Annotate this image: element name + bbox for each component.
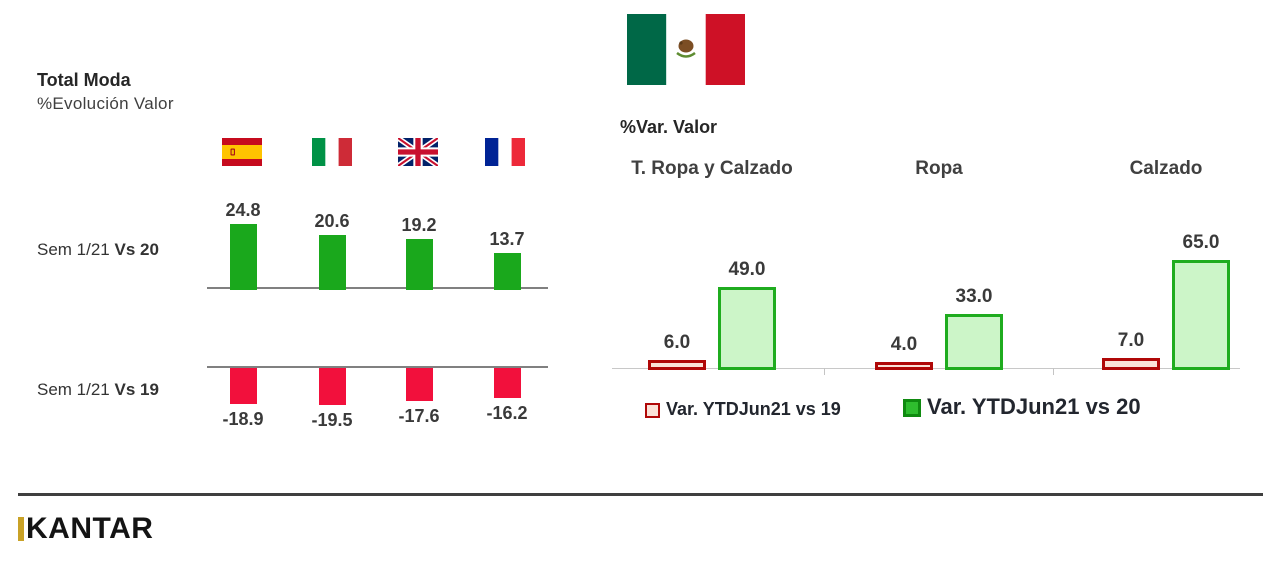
category-label-ropa: Ropa — [915, 158, 963, 179]
ytd20-bar-2 — [1172, 260, 1230, 370]
vs20-bar-0 — [230, 224, 257, 290]
vs20-value-label-3: 13.7 — [489, 229, 525, 249]
vs19-bar-1 — [319, 368, 346, 405]
kantar-logo: KANTAR — [18, 512, 153, 546]
legend-green-square-icon — [903, 399, 921, 417]
legend-red-square-icon — [645, 403, 660, 418]
left-chart-bottom-axis — [207, 366, 548, 368]
france-flag-icon — [485, 138, 525, 166]
vs20-bar-1 — [319, 235, 346, 290]
row-label-vs20: Sem 1/21 Vs 20 — [37, 240, 159, 260]
left-chart-subtitle: %Evolución Valor — [37, 94, 174, 113]
vs19-value-label-0: -18.9 — [222, 409, 264, 429]
ytd19-bar-2 — [1102, 358, 1160, 370]
row-label-prefix: Sem 1/21 — [37, 240, 115, 259]
row-label-bold: Vs 20 — [114, 240, 159, 259]
category-label-total-ropa-calzado: T. Ropa y Calzado — [631, 158, 793, 179]
row-label-prefix: Sem 1/21 — [37, 380, 115, 399]
uk-flag-icon — [398, 138, 438, 166]
row-label-vs19: Sem 1/21 Vs 19 — [37, 380, 159, 400]
category-label-calzado: Calzado — [1129, 158, 1203, 179]
left-chart-title: Total Moda — [37, 70, 131, 90]
legend-item-vs20: Var. YTDJun21 vs 20 — [903, 394, 1141, 420]
vs19-bar-3 — [494, 368, 521, 398]
mexico-flag-icon — [627, 14, 745, 85]
vs20-bar-2 — [406, 239, 433, 290]
ytd20-value-label-1: 33.0 — [955, 286, 993, 307]
axis-tick — [824, 368, 825, 375]
ytd19-bar-0 — [648, 360, 706, 370]
row-label-bold: Vs 19 — [114, 380, 159, 399]
vs20-bar-3 — [494, 253, 521, 290]
vs19-bar-0 — [230, 368, 257, 404]
ytd19-value-label-2: 7.0 — [1117, 330, 1145, 351]
vs20-value-label-0: 24.8 — [225, 200, 261, 220]
ytd20-value-label-2: 65.0 — [1182, 232, 1220, 253]
ytd20-bar-0 — [718, 287, 776, 370]
ytd19-value-label-1: 4.0 — [890, 334, 918, 355]
vs20-value-label-1: 20.6 — [314, 211, 350, 231]
kantar-wordmark: KANTAR — [26, 512, 154, 545]
legend-label: Var. YTDJun21 vs 19 — [666, 399, 841, 419]
ytd20-bar-1 — [945, 314, 1003, 370]
ytd19-value-label-0: 6.0 — [663, 332, 691, 353]
vs19-value-label-1: -19.5 — [311, 410, 353, 430]
ytd19-bar-1 — [875, 362, 933, 370]
vs19-bar-2 — [406, 368, 433, 401]
axis-tick — [1053, 368, 1054, 375]
spain-flag-icon — [222, 138, 262, 166]
kantar-gold-bar-icon — [18, 517, 24, 541]
italy-flag-icon — [312, 138, 352, 166]
footer-divider — [18, 493, 1263, 496]
legend-item-vs19: Var. YTDJun21 vs 19 — [645, 399, 841, 420]
vs19-value-label-2: -17.6 — [398, 406, 440, 426]
vs19-value-label-3: -16.2 — [486, 403, 528, 423]
ytd20-value-label-0: 49.0 — [728, 259, 766, 280]
legend-label: Var. YTDJun21 vs 20 — [927, 394, 1141, 419]
left-chart-top-axis — [207, 287, 548, 289]
vs20-value-label-2: 19.2 — [401, 215, 437, 235]
right-chart-title: %Var. Valor — [620, 117, 718, 137]
